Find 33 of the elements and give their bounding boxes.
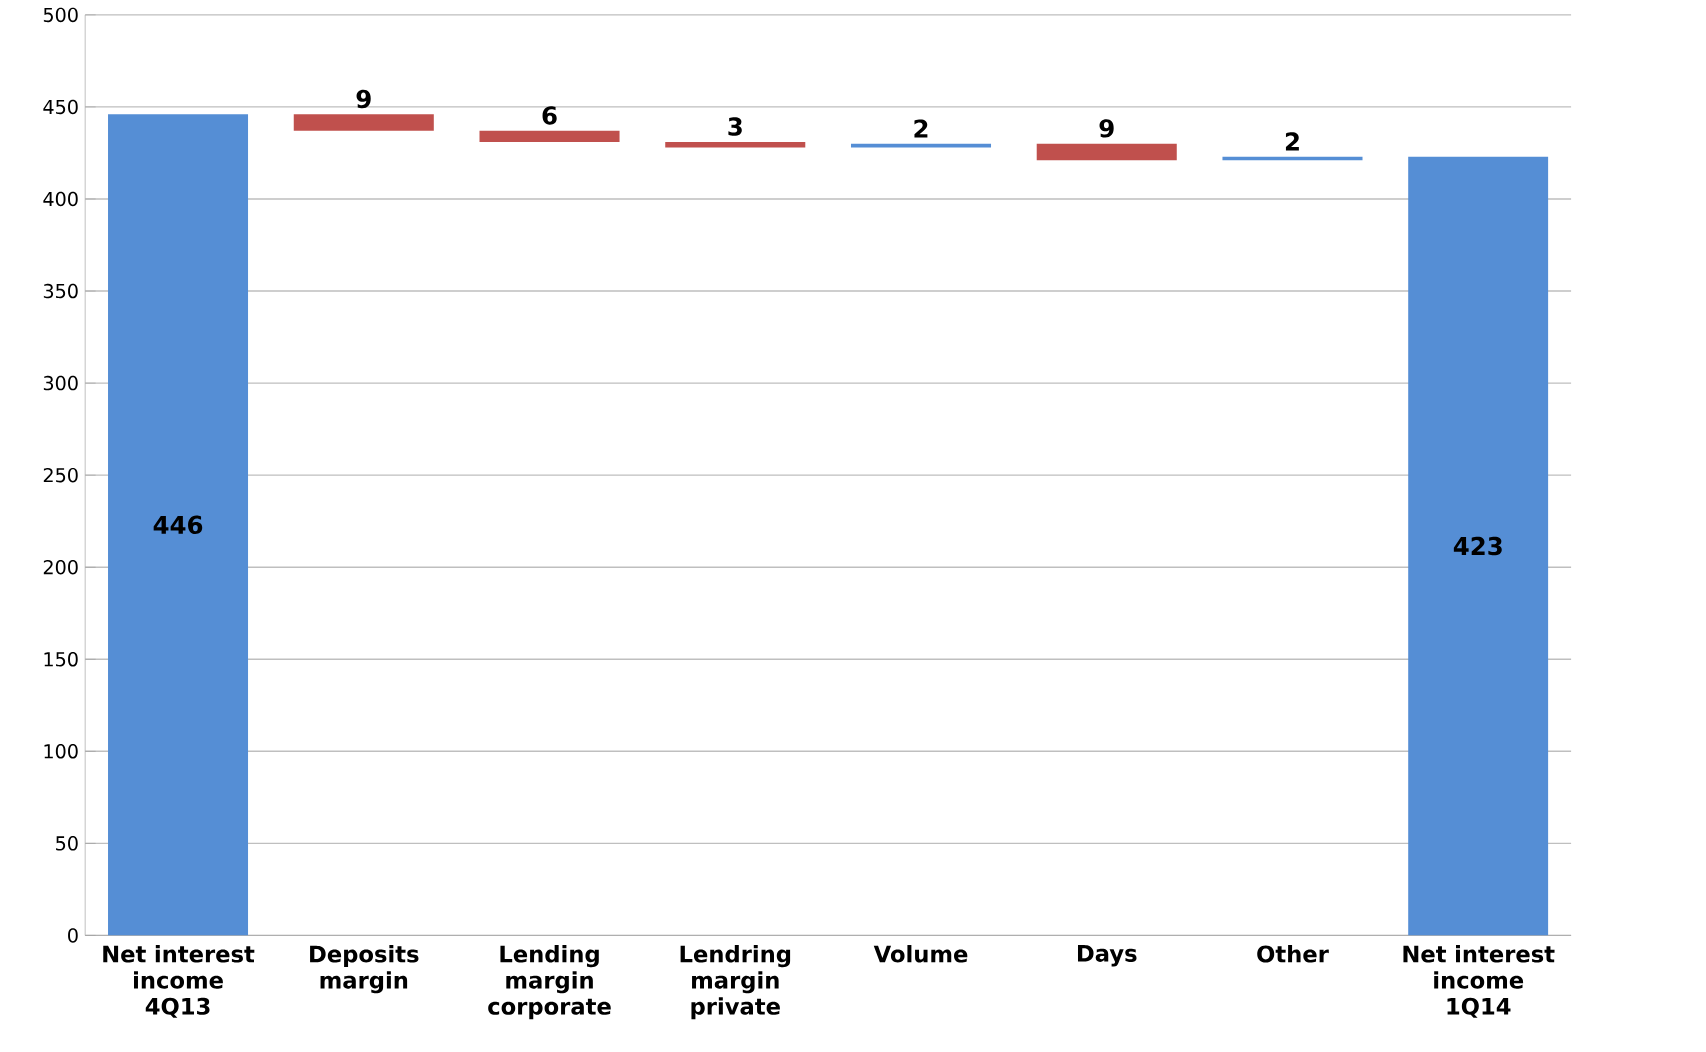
data-label: 9 [1099, 118, 1114, 138]
x-tick-label: Lendring margin private [680, 944, 791, 1020]
x-tick-label: Other [1257, 944, 1329, 963]
bar [108, 114, 249, 936]
data-label: 9 [356, 89, 371, 108]
data-label: 2 [914, 119, 928, 138]
y-tick-label: 50 [56, 835, 78, 851]
bar [665, 141, 806, 148]
bar [479, 130, 620, 142]
y-tick-label: 300 [43, 375, 78, 391]
data-label: 446 [153, 515, 203, 534]
data-label: 3 [728, 117, 742, 136]
bar [1408, 156, 1549, 936]
x-tick-label: Net interest income 4Q13 [103, 944, 255, 1018]
y-tick-label: 200 [43, 559, 78, 575]
bar [293, 114, 434, 131]
x-tick-label: Lending margin corporate [488, 944, 611, 1020]
bar [1036, 143, 1177, 161]
x-tick-label: Days [1077, 944, 1137, 967]
y-tick-label: 250 [43, 467, 78, 483]
y-tick-label: 150 [44, 651, 78, 667]
x-tick-label: Net interest income 1Q14 [1403, 944, 1555, 1018]
x-tick-label: Volume [873, 944, 968, 963]
data-label: 423 [1453, 536, 1502, 556]
y-tick-label: 100 [44, 743, 78, 759]
y-tick-label: 450 [43, 99, 78, 114]
data-label: 2 [1285, 132, 1299, 151]
y-tick-label: 350 [43, 283, 78, 299]
y-tick-label: 400 [43, 191, 78, 207]
y-tick-label: 500 [43, 7, 78, 22]
data-label: 6 [542, 106, 557, 125]
y-tick-label: 0 [68, 927, 78, 943]
x-tick-label: Deposits margin [310, 944, 419, 994]
